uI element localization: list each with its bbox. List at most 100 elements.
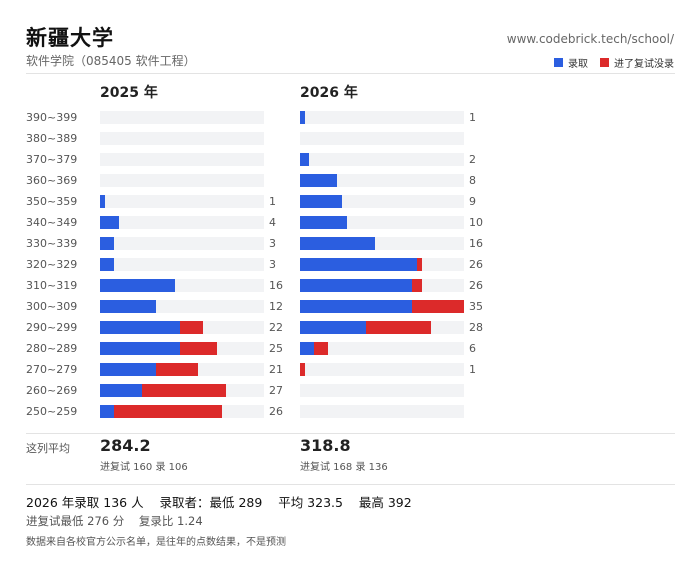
bar-track <box>100 384 264 397</box>
bar-segment-admitted <box>300 258 418 271</box>
bar-count-label: 28 <box>469 320 483 334</box>
bar-track <box>300 132 464 145</box>
bar-track <box>100 216 264 229</box>
bar-track <box>100 258 264 271</box>
bar-track <box>100 279 264 292</box>
bar-count-label: 3 <box>269 236 276 250</box>
row-label: 300~309 <box>26 299 78 313</box>
bar-track <box>100 300 264 313</box>
row-label: 360~369 <box>26 173 78 187</box>
bar-segment-admitted <box>300 237 375 250</box>
row-label: 260~269 <box>26 383 78 397</box>
bar-track <box>100 363 264 376</box>
bar-track <box>300 216 464 229</box>
bar-track <box>100 321 264 334</box>
bar-segment-retest <box>417 258 422 271</box>
bar-count-label: 21 <box>269 362 283 376</box>
row-label: 390~399 <box>26 110 78 124</box>
bar-count-label: 1 <box>469 362 476 376</box>
page-subtitle: 软件学院（085405 软件工程） <box>26 54 196 68</box>
bar-track <box>300 153 464 166</box>
summary-line-1: 2026 年录取 136 人 录取者：最低 289 平均 323.5 最高 39… <box>26 495 412 510</box>
column-header-1: 2026 年 <box>300 85 358 101</box>
row-label: 380~389 <box>26 131 78 145</box>
bar-count-label: 6 <box>469 341 476 355</box>
legend-swatch-admitted <box>554 58 563 67</box>
bar-track <box>300 321 464 334</box>
row-label: 330~339 <box>26 236 78 250</box>
bar-count-label: 9 <box>469 194 476 208</box>
bar-segment-admitted <box>100 384 143 397</box>
row-label: 250~259 <box>26 404 78 418</box>
bar-track <box>100 195 264 208</box>
bar-segment-retest <box>412 300 464 313</box>
bar-track <box>300 342 464 355</box>
bar-segment-admitted <box>300 195 343 208</box>
bar-track <box>100 174 264 187</box>
site-url[interactable]: www.codebrick.tech/school/ <box>506 32 674 46</box>
bar-count-label: 16 <box>269 278 283 292</box>
row-label: 270~279 <box>26 362 78 376</box>
bar-count-label: 8 <box>469 173 476 187</box>
bar-segment-admitted <box>100 405 115 418</box>
bar-count-label: 4 <box>269 215 276 229</box>
bar-segment-admitted <box>100 216 119 229</box>
bar-segment-admitted <box>100 195 105 208</box>
bar-segment-admitted <box>300 216 347 229</box>
bar-count-label: 22 <box>269 320 283 334</box>
bar-track <box>300 174 464 187</box>
average-detail-2025: 进复试 160 录 106 <box>100 462 188 473</box>
column-header-0: 2025 年 <box>100 85 158 101</box>
bar-segment-admitted <box>300 111 305 124</box>
bar-count-label: 26 <box>269 404 283 418</box>
bar-count-label: 2 <box>469 152 476 166</box>
row-label: 310~319 <box>26 278 78 292</box>
bar-track <box>300 195 464 208</box>
row-label: 340~349 <box>26 215 78 229</box>
bar-segment-admitted <box>300 153 310 166</box>
bar-track <box>300 237 464 250</box>
average-label: 这列平均 <box>26 442 70 455</box>
bar-segment-admitted <box>300 321 366 334</box>
summary-divider <box>26 484 675 485</box>
bar-segment-retest <box>142 384 227 397</box>
row-label: 290~299 <box>26 320 78 334</box>
bar-track <box>300 384 464 397</box>
bar-segment-admitted <box>100 258 115 271</box>
bar-segment-admitted <box>100 279 175 292</box>
summary-line-2: 进复试最低 276 分 复录比 1.24 <box>26 514 203 528</box>
bar-count-label: 12 <box>269 299 283 313</box>
bar-track <box>100 111 264 124</box>
bar-segment-admitted <box>100 321 180 334</box>
bar-segment-admitted <box>100 237 115 250</box>
row-label: 370~379 <box>26 152 78 166</box>
bar-segment-admitted <box>100 342 180 355</box>
bar-segment-admitted <box>300 279 413 292</box>
bar-segment-admitted <box>300 300 413 313</box>
average-value-2025: 284.2 <box>100 436 151 455</box>
bar-segment-admitted <box>300 174 338 187</box>
bar-segment-retest <box>412 279 422 292</box>
row-label: 320~329 <box>26 257 78 271</box>
bar-count-label: 16 <box>469 236 483 250</box>
bar-track <box>300 300 464 313</box>
bar-count-label: 10 <box>469 215 483 229</box>
bar-track <box>300 258 464 271</box>
bar-track <box>100 132 264 145</box>
bar-segment-admitted <box>100 300 157 313</box>
bar-track <box>100 237 264 250</box>
bar-count-label: 26 <box>469 257 483 271</box>
legend-label-admitted: 录取 <box>568 59 588 70</box>
bar-track <box>300 363 464 376</box>
bar-track <box>300 279 464 292</box>
legend-swatch-retest <box>600 58 609 67</box>
row-label: 350~359 <box>26 194 78 208</box>
legend-item-admitted: 录取 <box>554 55 588 70</box>
bar-segment-retest <box>314 342 329 355</box>
bar-segment-retest <box>300 363 305 376</box>
bar-segment-retest <box>156 363 199 376</box>
bar-segment-admitted <box>100 363 157 376</box>
bar-track <box>100 405 264 418</box>
bar-count-label: 1 <box>269 194 276 208</box>
row-label: 280~289 <box>26 341 78 355</box>
